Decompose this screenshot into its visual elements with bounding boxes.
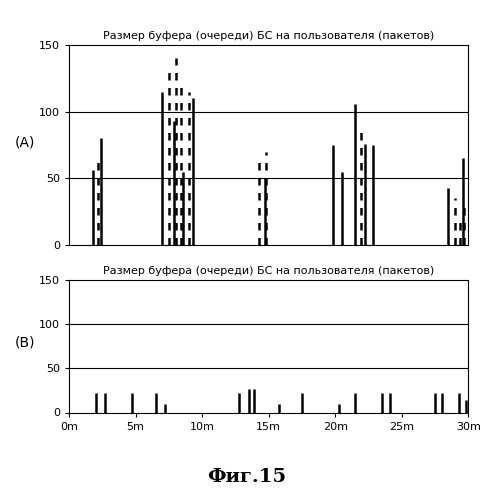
Title: Размер буфера (очереди) БС на пользователя (пакетов): Размер буфера (очереди) БС на пользовате… (103, 32, 434, 42)
Text: Фиг.15: Фиг.15 (207, 468, 286, 486)
Text: (B): (B) (14, 336, 35, 349)
Text: (A): (A) (14, 136, 35, 149)
Title: Размер буфера (очереди) БС на пользователя (пакетов): Размер буфера (очереди) БС на пользовате… (103, 266, 434, 276)
